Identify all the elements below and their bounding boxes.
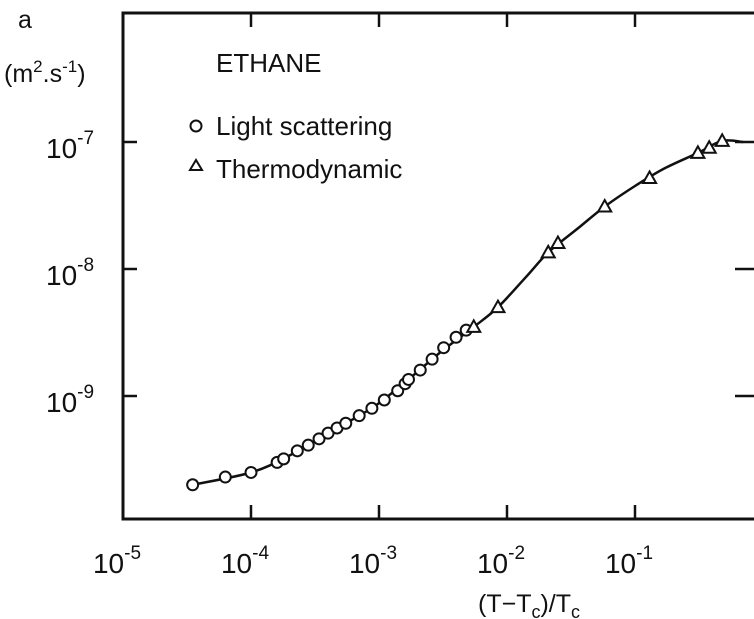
light-scattering-point <box>301 438 315 452</box>
x-tick-label: 10-3 <box>349 543 397 579</box>
thermodynamic-point <box>540 243 557 259</box>
light-scattering-point <box>413 363 427 377</box>
data-points <box>186 132 731 492</box>
light-scattering-point <box>377 393 391 407</box>
legend-label-light-scattering: Light scattering <box>216 111 392 141</box>
x-label-sub-c2: c <box>571 602 580 619</box>
y-label-symbol: a <box>18 6 32 34</box>
y-axis-label: a (m2.s-1) <box>4 6 86 88</box>
y-label-unit-exp-1: -1 <box>62 57 77 76</box>
light-scattering-point <box>352 409 366 423</box>
x-axis-label: (T−Tc)/Tc <box>478 590 580 619</box>
y-tick-label: 10-8 <box>46 255 94 291</box>
plot-frame <box>121 11 754 521</box>
thermodynamic-point <box>489 298 507 314</box>
thermodynamic-point <box>701 139 718 154</box>
thermodynamic-point <box>596 197 613 213</box>
tick-labels: 10-5 10-4 10-3 10-2 10-1 10-7 10-8 10-9 <box>46 128 653 579</box>
legend-heading: ETHANE <box>216 48 321 78</box>
x-label-minus: −T <box>502 590 532 618</box>
x-tick-label: 10-1 <box>605 543 653 579</box>
x-label-sub-c1: c <box>531 602 540 619</box>
light-scattering-point <box>277 452 291 466</box>
legend-triangle-marker <box>188 158 204 171</box>
light-scattering-point <box>401 372 415 386</box>
y-label-units: (m2.s-1) <box>4 57 86 88</box>
y-label-unit-close: ) <box>77 60 85 88</box>
y-tick-label: 10-7 <box>46 128 94 164</box>
y-label-unit-m: (m <box>4 60 33 88</box>
light-scattering-point <box>312 432 326 446</box>
light-scattering-point <box>365 401 379 415</box>
x-label-div: )/T <box>540 590 571 618</box>
fit-curve <box>192 139 744 487</box>
x-tick-label: 10-5 <box>93 543 141 579</box>
thermodynamic-point <box>641 169 658 185</box>
legend: ETHANE Light scattering Thermodynamic <box>188 48 402 184</box>
light-scattering-point <box>290 444 304 458</box>
light-scattering-point <box>425 352 439 366</box>
thermodynamic-point <box>549 234 567 250</box>
axis-ticks <box>121 13 754 519</box>
light-scattering-point <box>449 330 463 344</box>
legend-label-thermodynamic: Thermodynamic <box>216 154 402 184</box>
y-label-unit-s: .s <box>43 60 62 88</box>
thermodynamic-point <box>713 132 731 147</box>
x-label-open: (T <box>478 590 502 618</box>
thermodynamic-point <box>465 318 482 333</box>
light-scattering-point <box>186 478 200 492</box>
legend-circle-marker <box>189 119 203 133</box>
light-scattering-point <box>218 470 232 484</box>
thermodynamic-point <box>689 144 707 159</box>
x-tick-label: 10-2 <box>477 543 525 579</box>
x-tick-label: 10-4 <box>221 543 269 579</box>
light-scattering-point <box>244 465 258 479</box>
light-scattering-point <box>437 341 451 355</box>
y-tick-label: 10-9 <box>46 382 94 418</box>
light-scattering-point <box>339 416 353 430</box>
y-label-unit-exp2: 2 <box>33 57 42 76</box>
